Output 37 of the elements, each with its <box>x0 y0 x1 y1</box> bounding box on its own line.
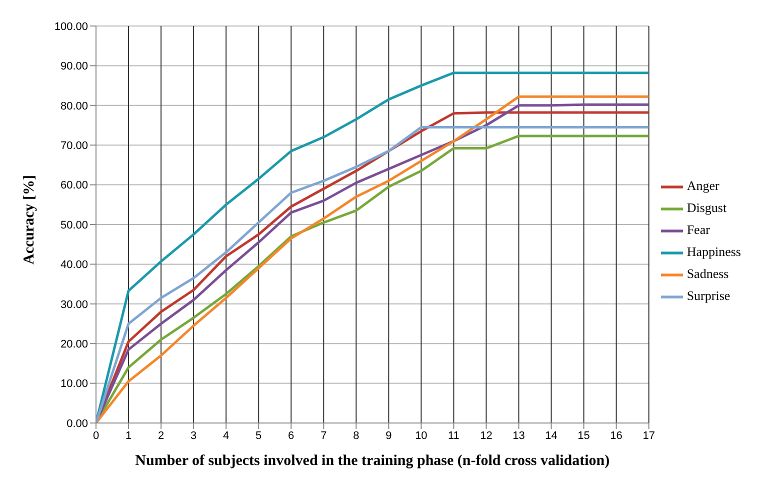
x-tick-label: 14 <box>545 430 558 442</box>
y-tick-label: 100.00 <box>54 20 88 33</box>
y-tick-label: 0.00 <box>66 418 88 430</box>
y-tick-label: 90.00 <box>60 60 88 73</box>
x-tick-label: 1 <box>125 430 132 442</box>
legend-label: Anger <box>686 177 720 192</box>
x-tick-label: 9 <box>386 430 392 442</box>
x-tick-label: 11 <box>448 430 460 442</box>
x-tick-label: 7 <box>320 430 327 442</box>
y-tick-label: 50.00 <box>60 219 88 232</box>
legend-label: Disgust <box>686 199 727 214</box>
x-tick-label: 12 <box>480 430 492 442</box>
x-tick-label: 15 <box>578 430 590 442</box>
x-tick-label: 0 <box>92 430 100 442</box>
x-tick-label: 16 <box>610 430 622 442</box>
y-tick-label: 10.00 <box>60 378 88 390</box>
legend-label: Surprise <box>686 287 730 302</box>
y-tick-label: 40.00 <box>60 259 88 272</box>
legend-label: Fear <box>686 221 710 236</box>
y-tick-label: 60.00 <box>60 180 88 192</box>
y-tick-label: 80.00 <box>60 100 88 112</box>
x-tick-label: 17 <box>642 430 655 442</box>
y-tick-label: 70.00 <box>60 140 88 152</box>
y-tick-label: 20.00 <box>60 338 88 351</box>
x-tick-label: 13 <box>512 430 525 442</box>
x-tick-label: 4 <box>223 430 230 442</box>
x-tick-label: 3 <box>190 430 197 442</box>
y-tick-label: 30.00 <box>60 298 88 311</box>
y-axis-title: Accuracy [%] <box>21 174 38 264</box>
x-tick-label: 8 <box>353 430 360 442</box>
x-axis-title: Number of subjects involved in the training phase (n-fold cross validation) <box>135 453 610 469</box>
legend-label: Sadness <box>686 265 729 280</box>
x-tick-label: 2 <box>158 430 164 442</box>
x-tick-label: 6 <box>288 430 294 442</box>
x-tick-label: 5 <box>256 430 262 442</box>
x-tick-label: 10 <box>415 430 428 442</box>
legend-label: Happiness <box>686 243 741 258</box>
